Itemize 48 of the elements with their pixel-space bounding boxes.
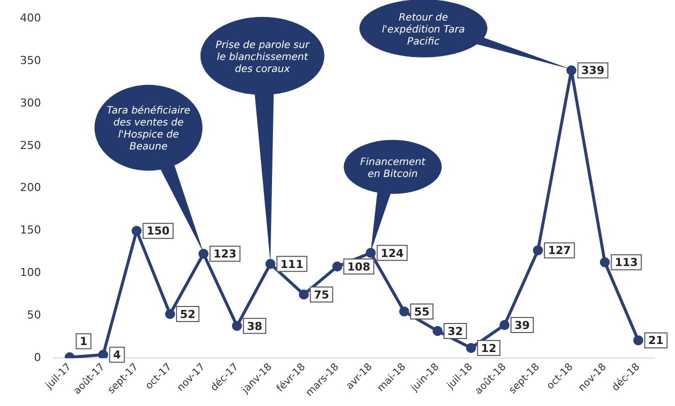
point — [265, 258, 276, 269]
point — [399, 306, 410, 316]
data-label: 52 — [180, 308, 196, 321]
y-tick-label: 200 — [20, 181, 41, 194]
y-tick-label: 250 — [20, 138, 41, 152]
point — [132, 226, 142, 236]
data-label: 55 — [414, 305, 430, 318]
data-label: 75 — [314, 288, 330, 302]
point — [633, 335, 644, 346]
annotation: Retour de l'expédition Tara Pacific — [382, 12, 465, 48]
data-label: 111 — [280, 258, 304, 271]
y-tick-label: 50 — [26, 308, 41, 322]
point — [500, 320, 510, 330]
annotation: Tara bénéficiaire des ventes de l'Hospice de Beaune — [106, 106, 190, 153]
data-label: 38 — [246, 320, 262, 333]
point — [232, 320, 242, 331]
data-label: 150 — [146, 224, 170, 238]
data-label: 124 — [380, 246, 404, 260]
data-label: 123 — [213, 248, 236, 261]
point — [600, 257, 610, 268]
point — [332, 261, 342, 272]
y-tick-label: 350 — [20, 54, 41, 67]
y-tick-label: 300 — [20, 96, 41, 110]
annotation: Prise de parole sur le blanchissement des coraux — [216, 40, 310, 75]
data-label: 12 — [481, 342, 496, 355]
point — [366, 248, 376, 258]
data-label: 4 — [113, 348, 122, 362]
point — [532, 245, 543, 256]
y-tick-label: 400 — [20, 11, 41, 24]
data-label: 32 — [448, 324, 463, 338]
point — [432, 326, 443, 336]
data-label: 339 — [581, 64, 604, 78]
point — [98, 350, 108, 358]
point — [165, 309, 176, 320]
data-label: 1 — [80, 335, 88, 348]
data-label: 113 — [614, 256, 638, 270]
y-tick-label: 100 — [20, 266, 41, 280]
annotation: Financement en Bitcoin — [360, 156, 426, 180]
y-tick-label: 150 — [20, 224, 41, 237]
data-label: 39 — [514, 318, 530, 332]
y-tick-label: 0 — [34, 351, 41, 364]
point — [466, 342, 476, 353]
point — [298, 289, 309, 300]
point — [198, 248, 208, 259]
data-label: 21 — [648, 334, 664, 348]
point — [566, 65, 576, 76]
data-label: 108 — [347, 260, 370, 274]
data-label: 127 — [548, 244, 571, 258]
